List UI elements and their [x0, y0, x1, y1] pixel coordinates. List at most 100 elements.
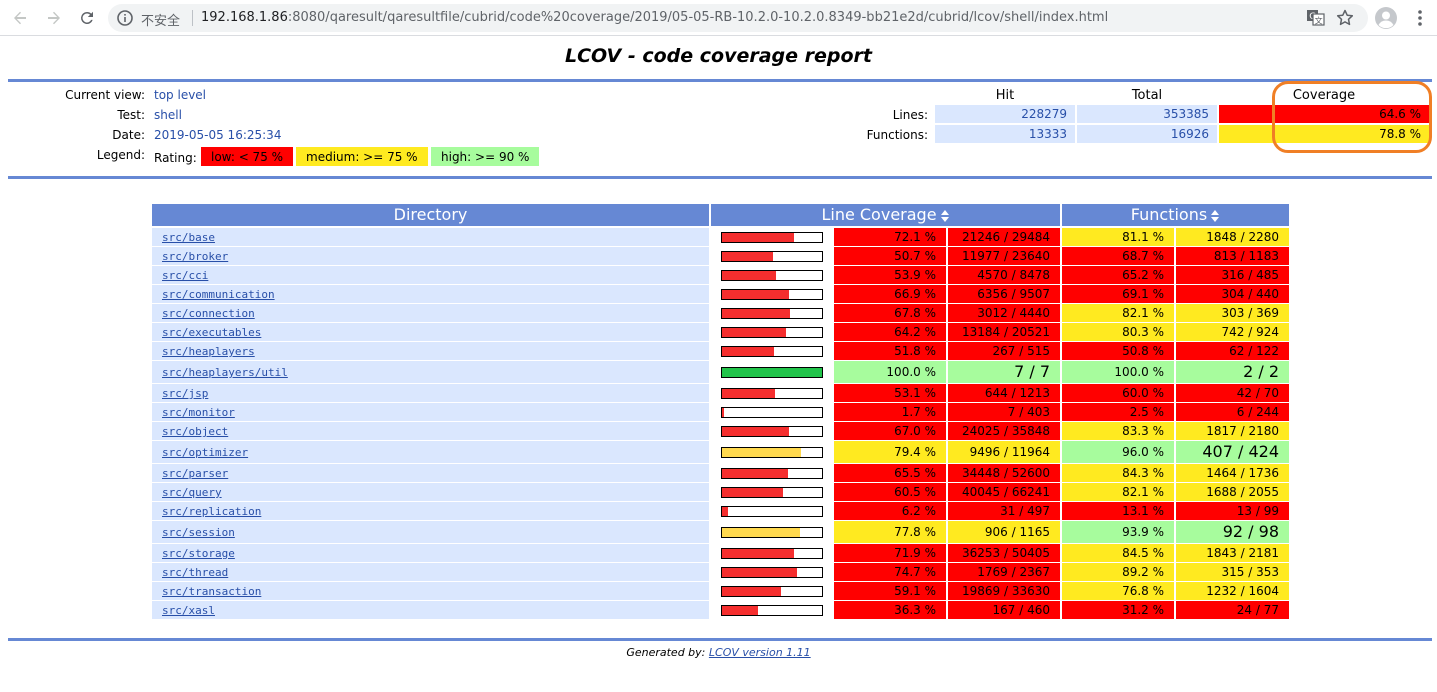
directory-link[interactable]: src/transaction: [162, 585, 262, 598]
table-row: src/heaplayers 51.8 % 267 / 515 50.8 % 62 / …: [152, 342, 1290, 360]
directory-link[interactable]: src/monitor: [162, 406, 235, 419]
directory-link[interactable]: src/thread: [162, 566, 229, 579]
table-row: src/session 77.8 % 906 / 1165 93.9 % 92 / 98: [152, 521, 1290, 543]
directory-link[interactable]: src/communication: [162, 288, 275, 301]
line-coverage-percent: 67.8 %: [834, 304, 946, 322]
table-row: src/jsp 53.1 % 644 / 1213 60.0 % 42 / 70: [152, 384, 1290, 402]
generated-by-label: Generated by:: [626, 646, 706, 659]
directory-link[interactable]: src/connection: [162, 307, 255, 320]
back-button[interactable]: [8, 6, 32, 30]
function-coverage-fraction: 1232 / 1604: [1176, 582, 1289, 600]
summary-lines-coverage: 64.6 %: [1219, 105, 1429, 123]
function-coverage-percent: 82.1 %: [1062, 483, 1174, 501]
directory-link[interactable]: src/broker: [162, 250, 229, 263]
coverage-bar-cell: [710, 228, 832, 246]
profile-avatar-icon[interactable]: [1374, 6, 1398, 30]
rating-label: Rating:: [154, 151, 197, 165]
coverage-bar-fill: [722, 567, 797, 577]
function-coverage-percent: 69.1 %: [1062, 285, 1174, 303]
function-coverage-percent: 81.1 %: [1062, 228, 1174, 246]
directory-cell: src/query: [152, 483, 709, 501]
coverage-bar-cell: [710, 384, 832, 402]
line-coverage-percent: 50.7 %: [834, 247, 946, 265]
directory-link[interactable]: src/xasl: [162, 604, 215, 617]
col-header-directory: Directory: [152, 204, 709, 226]
coverage-bar-fill: [722, 548, 794, 558]
directory-link[interactable]: src/jsp: [162, 387, 209, 400]
function-coverage-fraction: 1688 / 2055: [1176, 483, 1289, 501]
bookmark-star-icon[interactable]: [1334, 7, 1356, 29]
directory-link[interactable]: src/heaplayers/util: [162, 366, 288, 379]
translate-icon[interactable]: G文: [1306, 8, 1326, 28]
line-coverage-percent: 51.8 %: [834, 342, 946, 360]
reload-button[interactable]: [75, 6, 99, 30]
kebab-menu-icon[interactable]: [1408, 6, 1432, 30]
line-coverage-percent: 77.8 %: [834, 521, 946, 543]
sort-icon[interactable]: [1210, 209, 1220, 223]
coverage-bar-fill: [722, 527, 800, 537]
table-row: src/replication 6.2 % 31 / 497 13.1 % 13 / 9…: [152, 502, 1290, 520]
col-header-directory-label: Directory: [393, 205, 468, 224]
directory-link[interactable]: src/heaplayers: [162, 345, 255, 358]
svg-text:文: 文: [1315, 16, 1323, 26]
header-divider-top: [8, 79, 1432, 82]
line-coverage-fraction: 1769 / 2367: [948, 563, 1060, 581]
directory-link[interactable]: src/base: [162, 231, 215, 244]
function-coverage-fraction: 6 / 244: [1176, 403, 1289, 421]
sort-icon[interactable]: [940, 209, 950, 223]
page-title: LCOV - code coverage report: [564, 45, 872, 67]
directory-cell: src/object: [152, 422, 709, 440]
url-text[interactable]: 192.168.1.86:8080/qaresult/qaresultfile/…: [201, 10, 1108, 25]
coverage-bar: [721, 231, 823, 243]
line-coverage-percent: 67.0 %: [834, 422, 946, 440]
directory-link[interactable]: src/storage: [162, 547, 235, 560]
directory-link[interactable]: src/query: [162, 486, 222, 499]
legend-low: low: < 75 %: [201, 147, 294, 166]
line-coverage-fraction: 167 / 460: [948, 601, 1060, 619]
coverage-bar: [721, 547, 823, 559]
function-coverage-fraction: 1817 / 2180: [1176, 422, 1289, 440]
line-coverage-fraction: 644 / 1213: [948, 384, 1060, 402]
function-coverage-percent: 83.3 %: [1062, 422, 1174, 440]
function-coverage-percent: 82.1 %: [1062, 304, 1174, 322]
coverage-bar-cell: [710, 502, 832, 520]
forward-button[interactable]: [42, 6, 66, 30]
line-coverage-fraction: 40045 / 66241: [948, 483, 1060, 501]
col-header-line-coverage-label: Line Coverage: [821, 205, 937, 224]
coverage-bar-fill: [722, 289, 789, 299]
directory-link[interactable]: src/executables: [162, 326, 262, 339]
directory-link[interactable]: src/optimizer: [162, 446, 249, 459]
directory-link[interactable]: src/object: [162, 425, 229, 438]
footer-divider: [8, 638, 1432, 641]
directory-link[interactable]: src/cci: [162, 269, 209, 282]
line-coverage-fraction: 9496 / 11964: [948, 441, 1060, 463]
summary-functions-coverage: 78.8 %: [1219, 125, 1429, 143]
directory-link[interactable]: src/replication: [162, 505, 262, 518]
col-header-functions[interactable]: Functions: [1062, 204, 1289, 226]
function-coverage-fraction: 813 / 1183: [1176, 247, 1289, 265]
function-coverage-fraction: 42 / 70: [1176, 384, 1289, 402]
summary-head-hit: Hit: [995, 88, 1015, 103]
coverage-bar-fill: [722, 232, 795, 242]
col-header-line-coverage[interactable]: Line Coverage: [711, 204, 1060, 226]
directory-link[interactable]: src/parser: [162, 467, 229, 480]
lcov-version-link[interactable]: LCOV version 1.11: [708, 646, 811, 659]
info-icon[interactable]: [116, 9, 134, 27]
function-coverage-percent: 84.3 %: [1062, 464, 1174, 482]
line-coverage-fraction: 267 / 515: [948, 342, 1060, 360]
directory-link[interactable]: src/session: [162, 526, 235, 539]
function-coverage-percent: 80.3 %: [1062, 323, 1174, 341]
directory-cell: src/heaplayers: [152, 342, 709, 360]
legend-high: high: >= 90 %: [431, 147, 540, 166]
line-coverage-percent: 1.7 %: [834, 403, 946, 421]
legend-label: Legend:: [96, 148, 145, 162]
directory-cell: src/connection: [152, 304, 709, 322]
table-row: src/transaction 59.1 % 19869 / 33630 76.8 %…: [152, 582, 1290, 600]
line-coverage-percent: 74.7 %: [834, 563, 946, 581]
coverage-bar: [721, 250, 823, 262]
function-coverage-fraction: 24 / 77: [1176, 601, 1289, 619]
function-coverage-fraction: 742 / 924: [1176, 323, 1289, 341]
address-bar[interactable]: 不安全 192.168.1.86:8080/qaresult/qaresultf…: [108, 4, 1368, 32]
coverage-bar-cell: [710, 247, 832, 265]
table-row: src/xasl 36.3 % 167 / 460 31.2 % 24 / 77: [152, 601, 1290, 619]
